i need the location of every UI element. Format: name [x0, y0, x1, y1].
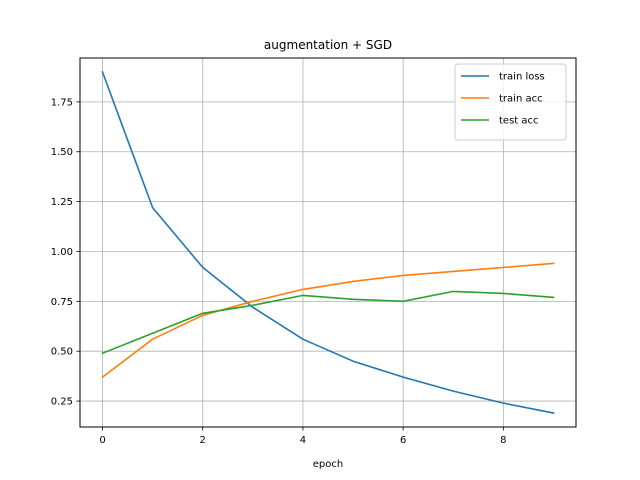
y-tick-label: 1.75	[51, 97, 73, 108]
y-tick-label: 0.75	[51, 297, 73, 308]
series-line-test-acc	[101, 290, 555, 355]
legend-label: train loss	[499, 72, 545, 83]
y-tick-label: 1.50	[51, 147, 73, 158]
legend: train loss train acc test acc	[454, 63, 567, 141]
y-tick-label: 0.50	[51, 347, 73, 358]
x-tick-label: 4	[300, 435, 306, 446]
series-layer	[101, 70, 555, 414]
chart-title: augmentation + SGD	[264, 38, 392, 52]
x-tick-label: 0	[99, 435, 105, 446]
y-tick-label: 1.00	[51, 247, 73, 258]
tick-layer: 0 2 4 6 8 0.25 0.50 0.75 1.00 1.25 1.50 1.75	[51, 97, 507, 446]
y-tick-label: 1.25	[51, 197, 73, 208]
y-tick-label: 0.25	[51, 397, 73, 408]
x-axis-label: epoch	[313, 459, 343, 470]
x-tick-label: 8	[500, 435, 506, 446]
legend-label: train acc	[499, 94, 543, 105]
x-tick-label: 6	[400, 435, 406, 446]
series-line-train-acc	[101, 262, 555, 379]
legend-frame	[454, 63, 567, 141]
series-line-train-loss	[101, 70, 555, 414]
legend-label: test acc	[499, 116, 539, 127]
x-tick-label: 2	[200, 435, 206, 446]
plot-frame	[79, 57, 577, 428]
